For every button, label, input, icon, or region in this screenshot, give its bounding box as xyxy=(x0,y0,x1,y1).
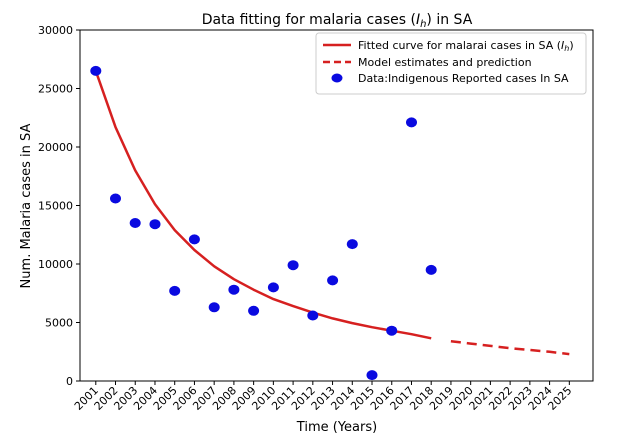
data-point xyxy=(346,239,358,250)
series-layer xyxy=(90,65,570,381)
y-tick-label: 30000 xyxy=(38,24,73,37)
y-tick-label: 15000 xyxy=(38,200,73,213)
legend: Fitted curve for malarai cases in SA (Ih… xyxy=(315,32,587,95)
y-tick-label: 20000 xyxy=(38,141,73,154)
data-point xyxy=(169,285,181,296)
chart-title: Data fitting for malaria cases (Ih) in S… xyxy=(202,12,473,30)
data-point xyxy=(307,310,319,321)
y-axis-label: Num. Malaria cases in SA xyxy=(19,123,34,288)
legend-fitted-label: Fitted curve for malarai cases in SA (Ih… xyxy=(358,39,574,53)
prediction-line xyxy=(450,339,570,356)
data-point xyxy=(248,305,260,316)
data-point xyxy=(406,117,417,128)
data-point xyxy=(425,264,437,275)
y-tick-label: 5000 xyxy=(45,317,73,330)
data-point xyxy=(267,282,279,293)
data-point xyxy=(327,275,339,286)
data-point xyxy=(129,218,141,228)
y-tick-label: 0 xyxy=(66,375,73,388)
legend-data-label: Data:Indigenous Reported cases In SA xyxy=(358,72,569,85)
data-point xyxy=(208,302,220,313)
legend-prediction-label: Model estimates and prediction xyxy=(358,56,532,69)
data-point xyxy=(228,284,240,295)
data-point xyxy=(366,370,378,381)
y-tick-label: 25000 xyxy=(38,83,73,96)
plot-frame xyxy=(79,29,594,382)
data-point xyxy=(149,219,161,230)
legend-data-swatch xyxy=(331,73,343,83)
legend-box xyxy=(315,32,587,95)
data-point xyxy=(386,325,398,336)
data-point xyxy=(110,193,121,204)
data-point xyxy=(287,260,299,271)
data-point xyxy=(188,234,200,245)
plot-border xyxy=(79,29,594,382)
y-tick-label: 10000 xyxy=(38,258,73,271)
fitted-curve-line xyxy=(94,70,432,340)
data-point xyxy=(90,65,102,76)
x-axis-label: Time (Years) xyxy=(296,420,377,435)
